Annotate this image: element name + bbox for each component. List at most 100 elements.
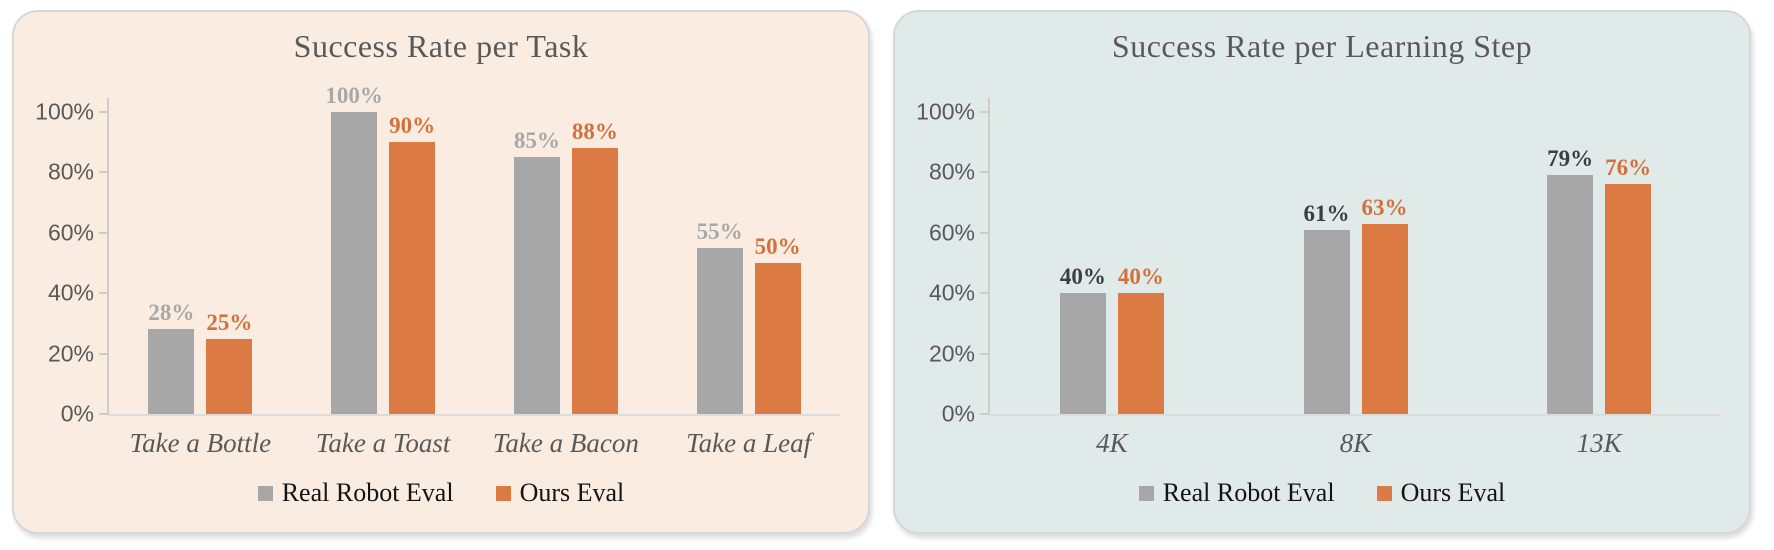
data-label: 50% bbox=[754, 234, 801, 259]
bars-container: 40% 40% 61% 63% 79% 76% bbox=[990, 72, 1721, 414]
category-label-take-a-bacon: Take a Bacon bbox=[492, 428, 639, 458]
bar-group: 90% bbox=[389, 113, 436, 414]
bar-group: 28% bbox=[148, 300, 195, 414]
bars-container: 28% 25% 100% 90% 85% 88% 55% 50% bbox=[109, 72, 840, 414]
bar-ours-eval-13k bbox=[1605, 184, 1652, 414]
bar-group: 61% bbox=[1303, 200, 1350, 414]
y-tick-mark bbox=[980, 171, 988, 174]
data-label: 79% bbox=[1547, 146, 1594, 172]
chart-title: Success Rate per Learning Step bbox=[1111, 28, 1533, 64]
bar-real-robot-eval-8k bbox=[1303, 229, 1350, 414]
data-label: 61% bbox=[1303, 200, 1350, 226]
category-label-take-a-bottle: Take a Bottle bbox=[129, 428, 272, 458]
chart-panel-success-rate-per-task: Success Rate per Task 100% 80% 60% 40% 20% 0%… bbox=[12, 10, 870, 534]
bar-group: 85% bbox=[513, 128, 560, 414]
data-label: 85% bbox=[513, 128, 560, 154]
bar-group: 100% bbox=[325, 84, 383, 414]
bar-group: 40% bbox=[1117, 264, 1164, 414]
data-label: 28% bbox=[148, 300, 195, 326]
y-tick-label: 0% bbox=[60, 400, 94, 427]
data-label: 55% bbox=[696, 218, 743, 244]
category-label-13k: 13K bbox=[1576, 428, 1622, 458]
category-label-4k: 4K bbox=[1096, 428, 1128, 458]
bar-group: 25% bbox=[206, 311, 253, 414]
bar-ours-eval-8k bbox=[1361, 223, 1408, 414]
legend-item-ours-eval: Ours Eval bbox=[1376, 478, 1506, 507]
bar-real-robot-eval-take-a-bacon bbox=[513, 157, 560, 414]
bar-group: 40% bbox=[1059, 264, 1106, 414]
y-tick-label: 20% bbox=[47, 340, 94, 367]
y-tick-mark bbox=[99, 171, 107, 174]
bar-real-robot-eval-4k bbox=[1059, 293, 1106, 414]
bar-ours-eval-take-a-bottle bbox=[206, 338, 253, 414]
chart-panel-success-rate-per-learning-step: Success Rate per Learning Step 100% 80% 60… bbox=[893, 10, 1751, 534]
y-tick-mark bbox=[980, 352, 988, 355]
category-group-4k: 40% 40% bbox=[990, 265, 1234, 414]
legend-item-ours-eval: Ours Eval bbox=[495, 478, 625, 507]
data-label: 88% bbox=[571, 119, 618, 145]
bar-group: 88% bbox=[571, 119, 618, 414]
data-label: 40% bbox=[1059, 264, 1106, 290]
legend-label: Real Robot Eval bbox=[281, 478, 454, 507]
y-tick-mark bbox=[980, 111, 988, 113]
category-group-take-a-bottle: 28% 25% bbox=[109, 301, 292, 414]
bar-ours-eval-take-a-bacon bbox=[571, 148, 618, 414]
category-group-take-a-leaf: 55% 50% bbox=[657, 220, 840, 414]
legend: Real Robot Eval Ours Eval bbox=[895, 480, 1749, 506]
bar-group: 50% bbox=[754, 234, 801, 414]
data-label: 40% bbox=[1117, 264, 1164, 290]
y-tick-mark bbox=[99, 352, 107, 355]
y-tick-label: 60% bbox=[47, 219, 94, 246]
legend: Real Robot Eval Ours Eval bbox=[14, 480, 868, 506]
bar-ours-eval-take-a-toast bbox=[389, 142, 436, 414]
y-tick-label: 0% bbox=[941, 400, 975, 427]
y-tick-label: 60% bbox=[928, 219, 975, 246]
x-axis-line bbox=[988, 414, 1721, 416]
y-tick-label: 20% bbox=[928, 340, 975, 367]
data-label: 90% bbox=[389, 113, 436, 139]
y-tick-mark bbox=[980, 231, 988, 234]
y-tick-label: 100% bbox=[35, 98, 94, 125]
bar-real-robot-eval-13k bbox=[1547, 175, 1594, 414]
y-axis-line bbox=[988, 98, 990, 416]
y-tick-label: 40% bbox=[928, 279, 975, 306]
bar-real-robot-eval-take-a-leaf bbox=[696, 247, 743, 414]
category-group-8k: 61% 63% bbox=[1234, 196, 1478, 414]
category-labels: 4K 8K 13K bbox=[990, 428, 1721, 459]
legend-item-real-robot-eval: Real Robot Eval bbox=[257, 478, 454, 507]
bar-ours-eval-take-a-leaf bbox=[754, 263, 801, 414]
y-tick-label: 100% bbox=[916, 98, 975, 125]
bar-group: 63% bbox=[1361, 194, 1408, 414]
y-tick-label: 80% bbox=[928, 158, 975, 185]
category-group-13k: 79% 76% bbox=[1477, 147, 1721, 414]
category-label-take-a-toast: Take a Toast bbox=[315, 428, 451, 458]
legend-label: Real Robot Eval bbox=[1162, 478, 1335, 507]
bar-ours-eval-4k bbox=[1117, 293, 1164, 414]
bar-group: 55% bbox=[696, 218, 743, 414]
category-label-8k: 8K bbox=[1339, 428, 1372, 458]
bar-group: 79% bbox=[1547, 146, 1594, 414]
legend-swatch-icon bbox=[1376, 485, 1392, 501]
category-group-take-a-toast: 100% 90% bbox=[292, 84, 475, 414]
category-group-take-a-bacon: 85% 88% bbox=[475, 120, 658, 414]
x-axis-line bbox=[107, 414, 840, 416]
data-label: 100% bbox=[325, 83, 383, 108]
legend-swatch-icon bbox=[1138, 485, 1154, 501]
legend-swatch-icon bbox=[495, 485, 511, 501]
bar-real-robot-eval-take-a-bottle bbox=[148, 329, 195, 414]
y-tick-mark bbox=[99, 111, 107, 113]
category-label-take-a-leaf: Take a Leaf bbox=[686, 428, 812, 458]
legend-label: Ours Eval bbox=[1400, 478, 1506, 507]
y-tick-mark bbox=[99, 413, 107, 415]
y-axis-line bbox=[107, 98, 109, 416]
chart-title: Success Rate per Task bbox=[293, 28, 589, 64]
y-tick-mark bbox=[99, 292, 107, 295]
legend-item-real-robot-eval: Real Robot Eval bbox=[1138, 478, 1335, 507]
category-labels: Take a Bottle Take a Toast Take a Bacon Tak… bbox=[109, 428, 840, 459]
y-tick-label: 40% bbox=[47, 279, 94, 306]
bar-real-robot-eval-take-a-toast bbox=[331, 112, 378, 414]
data-label: 63% bbox=[1361, 194, 1408, 220]
bar-group: 76% bbox=[1605, 156, 1652, 414]
y-tick-label: 80% bbox=[47, 158, 94, 185]
legend-label: Ours Eval bbox=[519, 478, 625, 507]
